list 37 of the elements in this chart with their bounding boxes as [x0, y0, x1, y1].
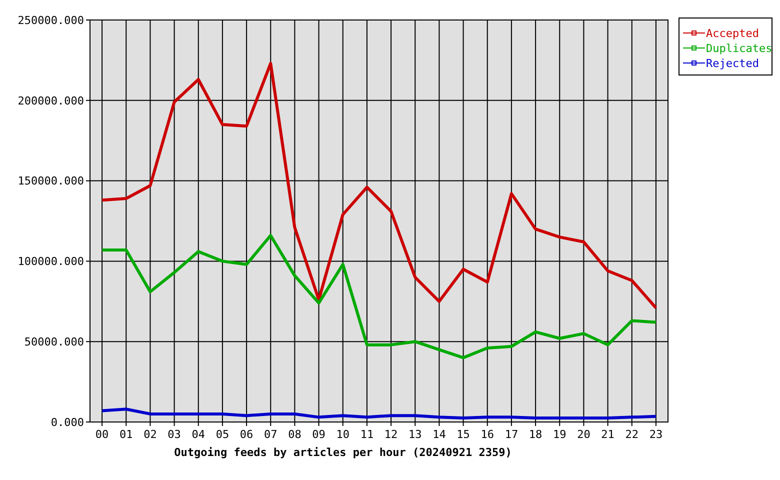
x-tick-label: 23 [649, 428, 663, 441]
x-tick-label: 15 [456, 428, 470, 441]
x-tick-label: 21 [601, 428, 614, 441]
y-tick-label: 200000.000 [18, 94, 84, 108]
x-tick-label: 19 [553, 428, 566, 441]
legend-label: Accepted [706, 26, 759, 40]
legend-label: Rejected [706, 56, 759, 70]
x-tick-label: 07 [264, 428, 278, 441]
line-series [100, 234, 658, 360]
line-series [100, 408, 658, 420]
y-tick-label: 50000.000 [24, 335, 84, 348]
x-axis-title: Outgoing feeds by articles per hour (20240921 2359) [174, 446, 512, 459]
y-tick-label: 0.000 [50, 416, 84, 429]
x-tick-label: 06 [240, 428, 254, 441]
x-tick-label: 22 [625, 428, 638, 441]
line-series [100, 62, 658, 310]
x-tick-label: 05 [216, 428, 230, 441]
x-tick-label: 13 [408, 428, 422, 441]
x-tick-label: 09 [312, 428, 326, 441]
y-tick-label: 100000.000 [18, 255, 84, 268]
x-tick-label: 12 [384, 428, 398, 441]
x-tick-label: 00 [95, 428, 109, 441]
x-tick-label: 04 [192, 428, 206, 441]
x-tick-label: 14 [432, 428, 446, 441]
y-tick-label: 150000.000 [18, 174, 84, 188]
y-tick-label: 250000.000 [18, 14, 84, 27]
x-tick-label: 08 [288, 428, 302, 441]
x-tick-label: 03 [168, 428, 181, 441]
x-tick-label: 17 [504, 428, 518, 441]
x-tick-label: 10 [336, 428, 350, 441]
x-tick-label: 18 [528, 428, 542, 441]
x-tick-label: 11 [360, 428, 374, 441]
legend-label: Duplicates [706, 42, 772, 55]
x-tick-label: 01 [120, 428, 133, 441]
x-tick-label: 02 [144, 428, 157, 441]
x-tick-label: 16 [480, 428, 494, 441]
x-tick-label: 20 [577, 428, 590, 441]
